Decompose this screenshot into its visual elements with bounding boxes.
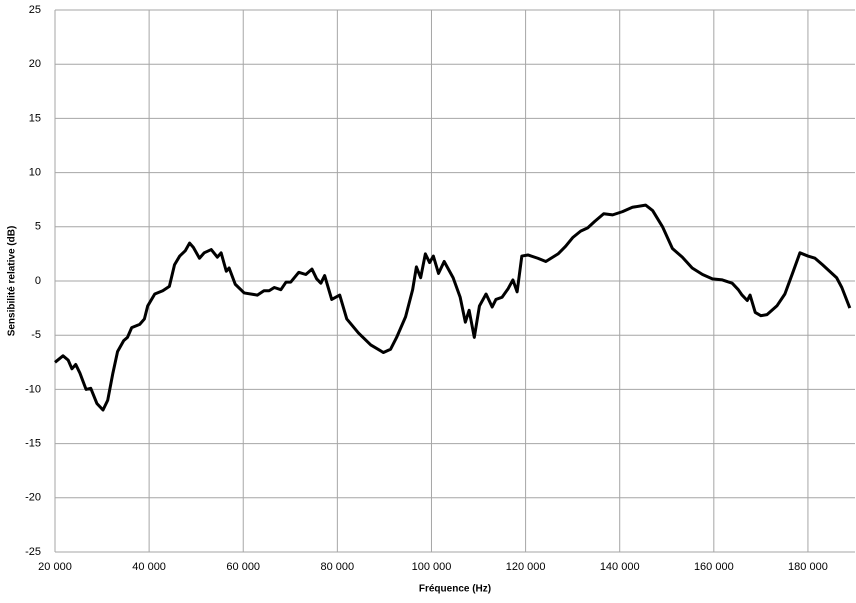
y-tick-label: -15 [25, 438, 41, 450]
data-line [54, 203, 852, 412]
y-tick-label: 0 [35, 275, 41, 287]
y-tick-label: 15 [29, 112, 41, 124]
x-tick-label: 20 000 [38, 561, 72, 573]
x-tick-label: 140 000 [600, 561, 640, 573]
x-tick-label: 40 000 [132, 561, 166, 573]
x-axis-label: Fréquence (Hz) [419, 584, 491, 595]
y-tick-label: -25 [25, 546, 41, 558]
y-tick-label: 5 [35, 221, 41, 233]
y-tick-label: 25 [29, 4, 41, 16]
y-tick-label: 10 [29, 167, 41, 179]
y-tick-label: -20 [25, 492, 41, 504]
x-tick-label: 120 000 [506, 561, 546, 573]
x-tick-label: 180 000 [788, 561, 828, 573]
x-tick-label: 100 000 [412, 561, 452, 573]
y-tick-label: -10 [25, 383, 41, 395]
x-tick-label: 80 000 [321, 561, 355, 573]
y-tick-label: -5 [31, 329, 41, 341]
y-tick-label: 20 [29, 58, 41, 70]
y-axis-label: Sensibilité relative (dB) [7, 226, 18, 337]
x-tick-label: 60 000 [226, 561, 260, 573]
x-tick-label: 160 000 [694, 561, 734, 573]
